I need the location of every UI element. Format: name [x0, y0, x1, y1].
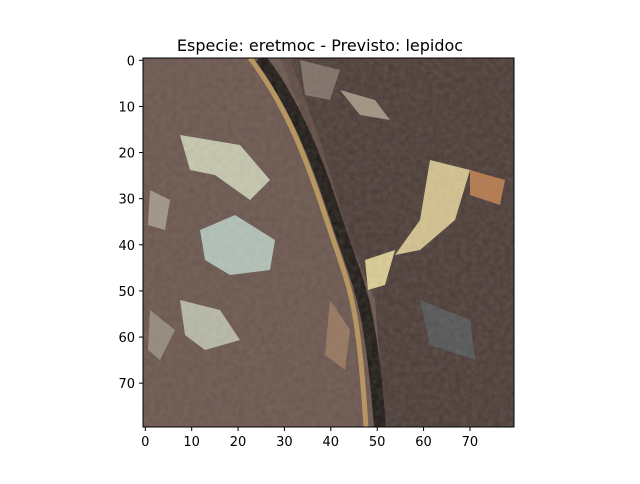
x-tick-label: 50 [369, 435, 386, 450]
axes-frame [142, 57, 515, 428]
plot-title: Especie: eretmoc - Previsto: lepidoc [176, 36, 464, 55]
y-tick-label: 70 [118, 377, 135, 392]
y-tick-label: 40 [118, 239, 135, 254]
y-tick-label: 30 [118, 193, 135, 208]
x-tick-label: 0 [141, 435, 149, 450]
x-tick-label: 70 [462, 435, 479, 450]
y-tick-label: 20 [118, 147, 135, 162]
texture-image [143, 58, 514, 427]
y-tick-label: 0 [127, 54, 135, 69]
x-tick-label: 20 [230, 435, 247, 450]
y-tick-label: 50 [118, 285, 135, 300]
y-axis: 0 10 20 30 40 50 60 70 [118, 54, 143, 392]
x-tick-label: 30 [276, 435, 293, 450]
x-tick-label: 60 [415, 435, 432, 450]
x-axis: 0 10 20 30 40 50 60 70 [141, 427, 478, 450]
x-tick-label: 40 [323, 435, 340, 450]
x-tick-label: 10 [183, 435, 200, 450]
y-tick-label: 60 [118, 331, 135, 346]
y-tick-label: 10 [118, 100, 135, 115]
